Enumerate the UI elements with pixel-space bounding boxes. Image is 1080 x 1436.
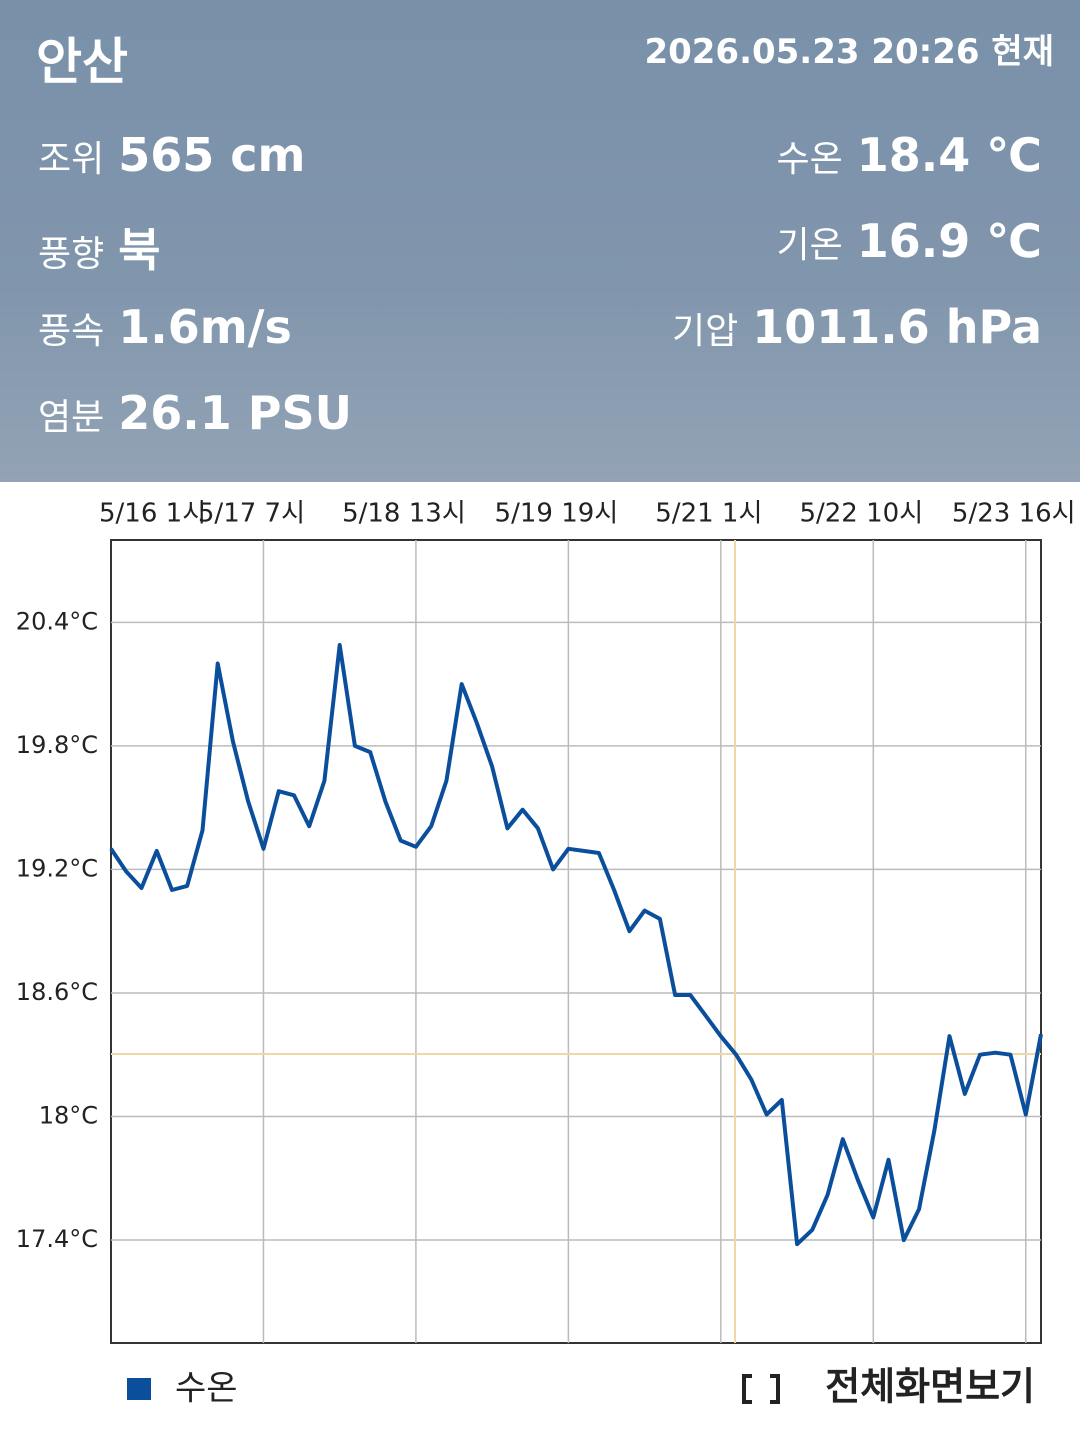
fullscreen-button[interactable]: 전체화면보기 [742,1365,1035,1409]
chart: 전체화면보기 17.4°C 18°C 18.6°C 19.2°C 19.8°C 20.4°… [16,499,1076,1409]
stat-value: 1011.6 hPa [752,300,1042,354]
datetime: 2026.05.23 20:26 현재 [644,32,1054,72]
stat-label: 염분 [38,397,105,438]
x-tick-label: 5/18 13시 [342,499,466,529]
fullscreen-icon [742,1374,780,1404]
y-tick-label: 17.4°C [16,1225,98,1253]
fullscreen-label[interactable]: 전체화면보기 [825,1365,1035,1409]
stat-label: 조위 [38,139,105,180]
stat-label: 수온 [776,139,843,180]
stat-row: 염분 26.1 PSU [38,386,352,440]
stat-value: 18.4 ℃ [856,128,1042,182]
stat-row: 기압 1011.6 hPa [672,300,1042,354]
stat-value: 26.1 PSU [118,386,352,440]
y-tick-label: 19.8°C [16,731,98,759]
stat-row: 조위 565 cm [38,128,305,182]
stat-value: 16.9 ℃ [856,214,1042,268]
x-tick-label: 5/16 1시 [99,499,206,529]
stat-label: 기온 [776,225,843,266]
legend-swatch [127,1378,151,1400]
line [109,643,1043,1247]
stat-row: 풍향 북 [38,214,161,280]
stat-row: 기온 16.9 ℃ [777,214,1042,268]
plot-frame [110,539,1042,1344]
station-name: 안산 [36,33,128,91]
x-tick-label: 5/22 10시 [799,499,923,529]
y-tick-label: 20.4°C [16,607,98,635]
stat-value: 1.6m/s [118,300,292,354]
stat-row: 수온 18.4 ℃ [777,128,1042,182]
y-tick-label: 19.2°C [16,854,98,882]
x-tick-label: 5/19 19시 [495,499,619,529]
stat-row: 풍속 1.6m/s [38,300,292,354]
stat-label: 풍속 [38,311,105,352]
legend-label: 수온 [175,1369,238,1409]
x-tick-label: 5/21 1시 [655,499,762,529]
stat-label: 풍향 [38,234,105,275]
y-tick-label: 18.6°C [16,978,98,1006]
x-tick-label: 5/23 16시 [952,499,1076,529]
stat-value: 565 cm [118,128,306,182]
y-tick-label: 18°C [39,1102,98,1130]
x-tick-label: 5/17 7시 [198,499,305,529]
stat-value: 북 [118,223,161,277]
stat-label: 기압 [671,311,739,352]
